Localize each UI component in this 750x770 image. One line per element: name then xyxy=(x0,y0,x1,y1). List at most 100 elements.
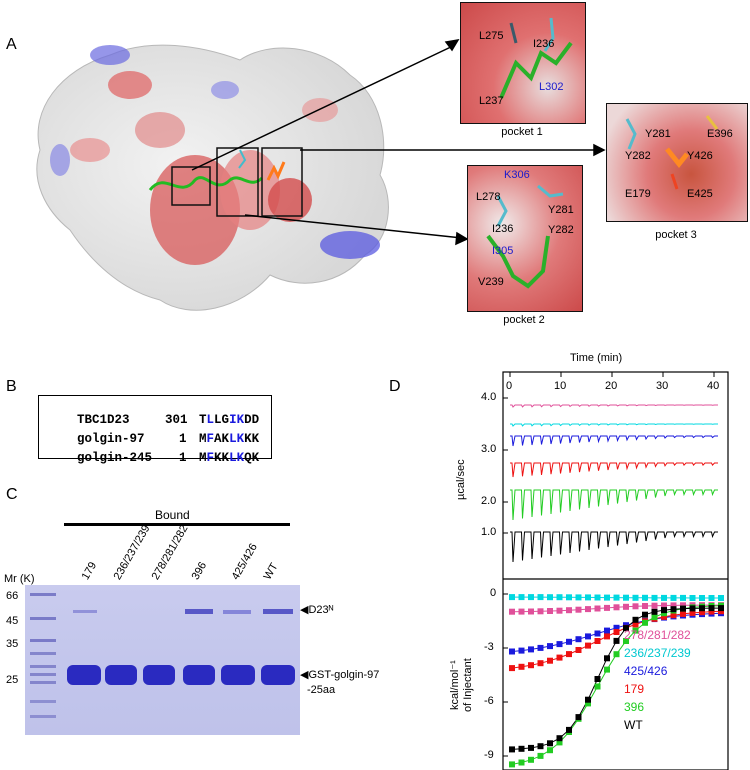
itc-data-point xyxy=(708,608,715,615)
itc-data-point xyxy=(623,638,629,644)
itc-data-point xyxy=(556,735,563,742)
itc-data-point xyxy=(680,605,686,612)
label-l278: L278 xyxy=(476,191,501,203)
itc-data-point xyxy=(670,606,677,613)
itc-data-point xyxy=(613,624,620,631)
panel-a-letter: A xyxy=(6,36,17,53)
itc-data-point xyxy=(718,608,724,615)
seq-row-tbc1d23: TBC1D23 301 TLLGIKDD xyxy=(77,413,260,427)
itc-data-point xyxy=(661,607,667,614)
label-y282-p3: Y282 xyxy=(625,150,651,162)
itc-data-point xyxy=(708,605,715,612)
itc-data-point xyxy=(632,594,639,601)
bottom-ytick-0: 0 xyxy=(490,587,497,599)
itc-data-point xyxy=(585,700,591,707)
itc-data-point xyxy=(699,595,705,601)
itc-data-point xyxy=(518,663,525,670)
itc-data-point xyxy=(651,602,658,609)
itc-data-point xyxy=(566,607,572,614)
itc-data-point xyxy=(689,609,696,616)
itc-data-point xyxy=(632,603,639,610)
label-y282: Y282 xyxy=(548,224,574,236)
time-tick-0: 0 xyxy=(506,380,513,392)
bottom-ytick-9: -9 xyxy=(484,749,494,761)
itc-data-point xyxy=(509,594,515,601)
itc-data-point xyxy=(528,756,534,763)
itc-data-point xyxy=(528,646,534,653)
itc-trace xyxy=(510,489,718,521)
itc-data-point xyxy=(623,603,629,610)
label-l302: L302 xyxy=(539,81,564,93)
label-l237: L237 xyxy=(479,95,504,107)
time-tick-40: 40 xyxy=(707,380,720,392)
itc-data-point xyxy=(537,644,544,651)
bound-label: Bound xyxy=(155,508,190,522)
itc-data-point xyxy=(566,726,572,733)
itc-data-point xyxy=(556,654,563,661)
itc-data-point xyxy=(642,603,648,609)
legend-179: 179 xyxy=(624,682,645,696)
legend-425-426: 425/426 xyxy=(624,664,668,678)
itc-data-point xyxy=(537,660,544,667)
itc-data-point xyxy=(689,595,696,601)
itc-data-point xyxy=(528,594,534,601)
itc-data-point xyxy=(689,605,696,612)
itc-data-point xyxy=(718,595,724,601)
itc-data-point xyxy=(585,606,591,613)
sequence-alignment-box: TBC1D23 301 TLLGIKDD golgin-97 1 MFAKLKKK go… xyxy=(38,395,272,465)
itc-data-point xyxy=(566,638,572,645)
itc-data-point xyxy=(708,595,715,601)
time-tick-30: 30 xyxy=(656,380,669,392)
label-y281: Y281 xyxy=(548,204,574,216)
itc-data-point xyxy=(575,636,582,643)
pocket-1-inset: L275 I236 L302 L237 xyxy=(460,2,586,124)
itc-data-point xyxy=(613,651,620,658)
itc-data-point xyxy=(585,594,591,601)
itc-data-point xyxy=(547,740,553,747)
itc-data-point xyxy=(670,602,677,609)
panel-c-letter: C xyxy=(6,486,18,503)
itc-trace xyxy=(510,462,718,478)
band-label-d23n: ◀D23ᴺ xyxy=(300,604,334,616)
marker-25: 25 xyxy=(6,674,19,686)
seq-row-golgin-97: golgin-97 1 MFAKLKKK xyxy=(77,432,260,446)
top-ytick-1: 1.0 xyxy=(481,526,497,538)
top-ytick-3: 3.0 xyxy=(481,443,497,455)
itc-data-point xyxy=(680,594,686,601)
label-l275: L275 xyxy=(479,30,504,42)
itc-data-point xyxy=(528,744,534,751)
legend-236-237-239: 236/237/239 xyxy=(624,646,691,660)
itc-data-point xyxy=(518,759,525,766)
itc-data-point xyxy=(518,745,525,752)
itc-data-point xyxy=(604,666,610,673)
marker-35: 35 xyxy=(6,638,19,650)
itc-data-point xyxy=(547,657,553,664)
itc-data-point xyxy=(661,613,667,620)
itc-data-point xyxy=(613,637,620,644)
itc-data-point xyxy=(509,608,515,615)
itc-data-point xyxy=(566,594,572,601)
itc-data-point xyxy=(509,648,515,655)
itc-data-point xyxy=(718,605,724,612)
itc-data-point xyxy=(547,594,553,601)
mr-label: Mr (K) xyxy=(4,573,35,585)
legend-396: 396 xyxy=(624,700,645,714)
itc-data-point xyxy=(604,655,610,662)
band-label-25aa: -25aa xyxy=(307,684,336,696)
itc-data-point xyxy=(594,638,601,644)
itc-data-point xyxy=(661,610,667,617)
itc-data-point xyxy=(547,747,553,754)
itc-data-point xyxy=(594,630,601,637)
time-tick-20: 20 xyxy=(605,380,618,392)
itc-data-point xyxy=(547,643,553,650)
band-label-gst-golgin-97: ◀GST-golgin-97 xyxy=(300,669,380,681)
itc-data-point xyxy=(537,608,544,615)
itc-data-point xyxy=(547,608,553,614)
itc-data-point xyxy=(528,608,534,615)
itc-data-point xyxy=(623,594,629,601)
time-tick-10: 10 xyxy=(554,380,567,392)
itc-data-point xyxy=(604,604,610,611)
itc-data-point xyxy=(594,683,601,690)
sds-page-gel xyxy=(25,585,300,735)
